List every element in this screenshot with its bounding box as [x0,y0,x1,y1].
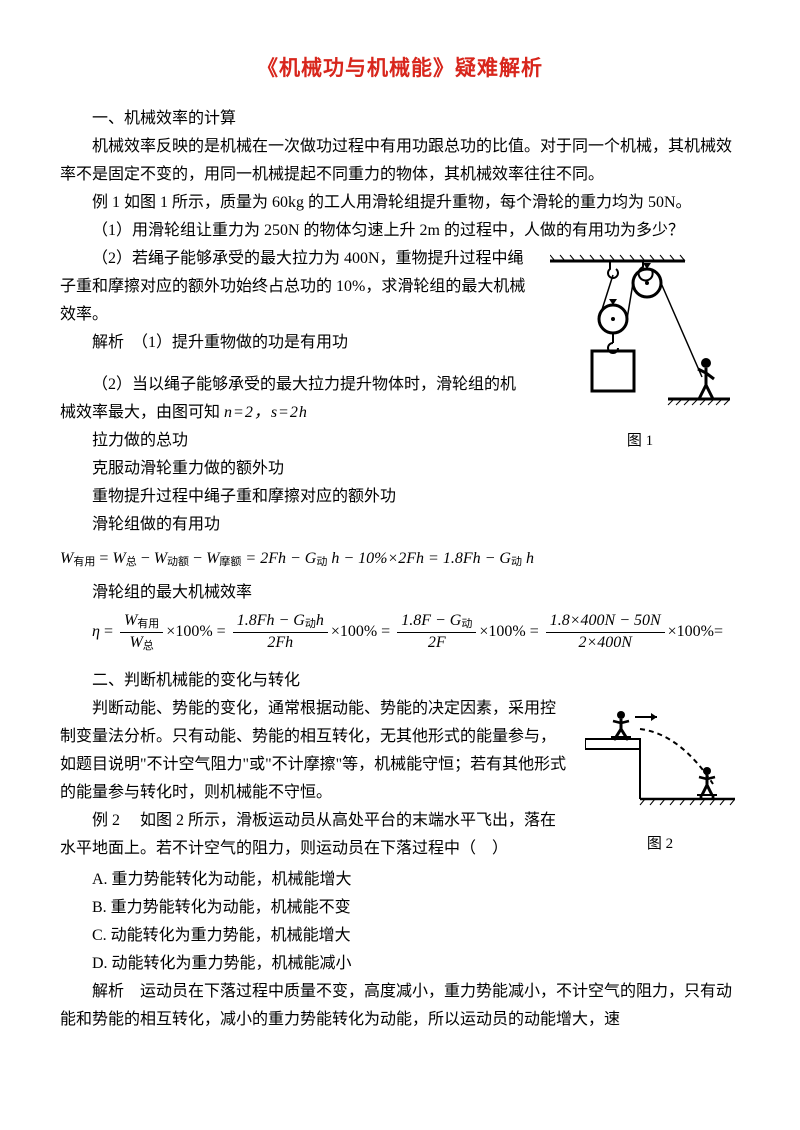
option-a: A. 重力势能转化为动能，机械能增大 [60,866,740,894]
pulley-diagram-icon [550,251,730,416]
line-useful-work: 滑轮组做的有用功 [60,511,740,539]
example1-stem: 例 1 如图 1 所示，质量为 60kg 的工人用滑轮组提升重物，每个滑轮的重力… [60,189,740,217]
example2-answer: 解析 运动员在下落过程中质量不变，高度减小，重力势能减小，不计空气的阻力，只有动… [60,978,740,1034]
equation-useful-work: W有用 = W总 − W动额 − W摩额 = 2Fh − G动 h − 10%×… [60,545,740,573]
equation-efficiency: η= W有用W总 ×100%= 1.8Fh − G动h2Fh ×100%= 1.… [92,611,740,654]
section1-heading: 一、机械效率的计算 [60,105,740,133]
line-max-efficiency: 滑轮组的最大机械效率 [60,579,740,607]
example1-q1: （1）用滑轮组让重力为 250N 的物体匀速上升 2m 的过程中，人做的有用功为… [60,217,740,245]
option-b: B. 重力势能转化为动能，机械能不变 [60,894,740,922]
page-title: 《机械功与机械能》疑难解析 [60,50,740,87]
figure-2: 图 2 [580,699,740,857]
skateboard-diagram-icon [585,699,735,819]
option-d: D. 动能转化为重力势能，机械能减小 [60,950,740,978]
option-c: C. 动能转化为重力势能，机械能增大 [60,922,740,950]
line-friction-extra: 重物提升过程中绳子重和摩擦对应的额外功 [60,483,740,511]
figure-2-label: 图 2 [580,831,740,857]
line-pulley-extra: 克服动滑轮重力做的额外功 [60,455,740,483]
answer2-math: n=2，s=2h [224,404,308,421]
figure-1: 图 1 [540,251,740,454]
section2-heading: 二、判断机械能的变化与转化 [60,667,740,695]
figure-1-label: 图 1 [540,428,740,454]
section1-intro: 机械效率反映的是机械在一次做功过程中有用功跟总功的比值。对于同一个机械，其机械效… [60,133,740,189]
